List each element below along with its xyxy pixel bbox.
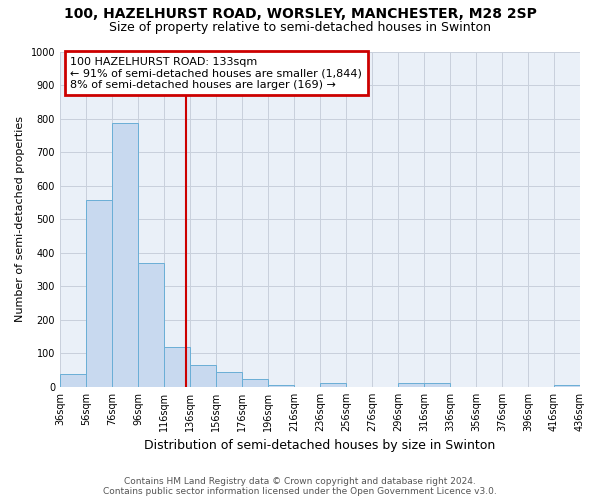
Bar bbox=[86, 200, 112, 387]
X-axis label: Distribution of semi-detached houses by size in Swinton: Distribution of semi-detached houses by … bbox=[145, 440, 496, 452]
Bar bbox=[112, 124, 138, 387]
Text: 100, HAZELHURST ROAD, WORSLEY, MANCHESTER, M28 2SP: 100, HAZELHURST ROAD, WORSLEY, MANCHESTE… bbox=[64, 8, 536, 22]
Bar bbox=[242, 379, 268, 387]
Bar bbox=[320, 382, 346, 387]
Bar bbox=[138, 263, 164, 387]
Text: Contains public sector information licensed under the Open Government Licence v3: Contains public sector information licen… bbox=[103, 487, 497, 496]
Bar bbox=[190, 366, 216, 387]
Bar bbox=[60, 374, 86, 387]
Bar bbox=[268, 386, 294, 387]
Bar bbox=[216, 372, 242, 387]
Text: Size of property relative to semi-detached houses in Swinton: Size of property relative to semi-detach… bbox=[109, 22, 491, 35]
Bar bbox=[164, 346, 190, 387]
Bar bbox=[424, 383, 450, 387]
Bar bbox=[398, 383, 424, 387]
Text: 100 HAZELHURST ROAD: 133sqm
← 91% of semi-detached houses are smaller (1,844)
8%: 100 HAZELHURST ROAD: 133sqm ← 91% of sem… bbox=[70, 56, 362, 90]
Y-axis label: Number of semi-detached properties: Number of semi-detached properties bbox=[15, 116, 25, 322]
Text: Contains HM Land Registry data © Crown copyright and database right 2024.: Contains HM Land Registry data © Crown c… bbox=[124, 477, 476, 486]
Bar bbox=[554, 386, 580, 387]
